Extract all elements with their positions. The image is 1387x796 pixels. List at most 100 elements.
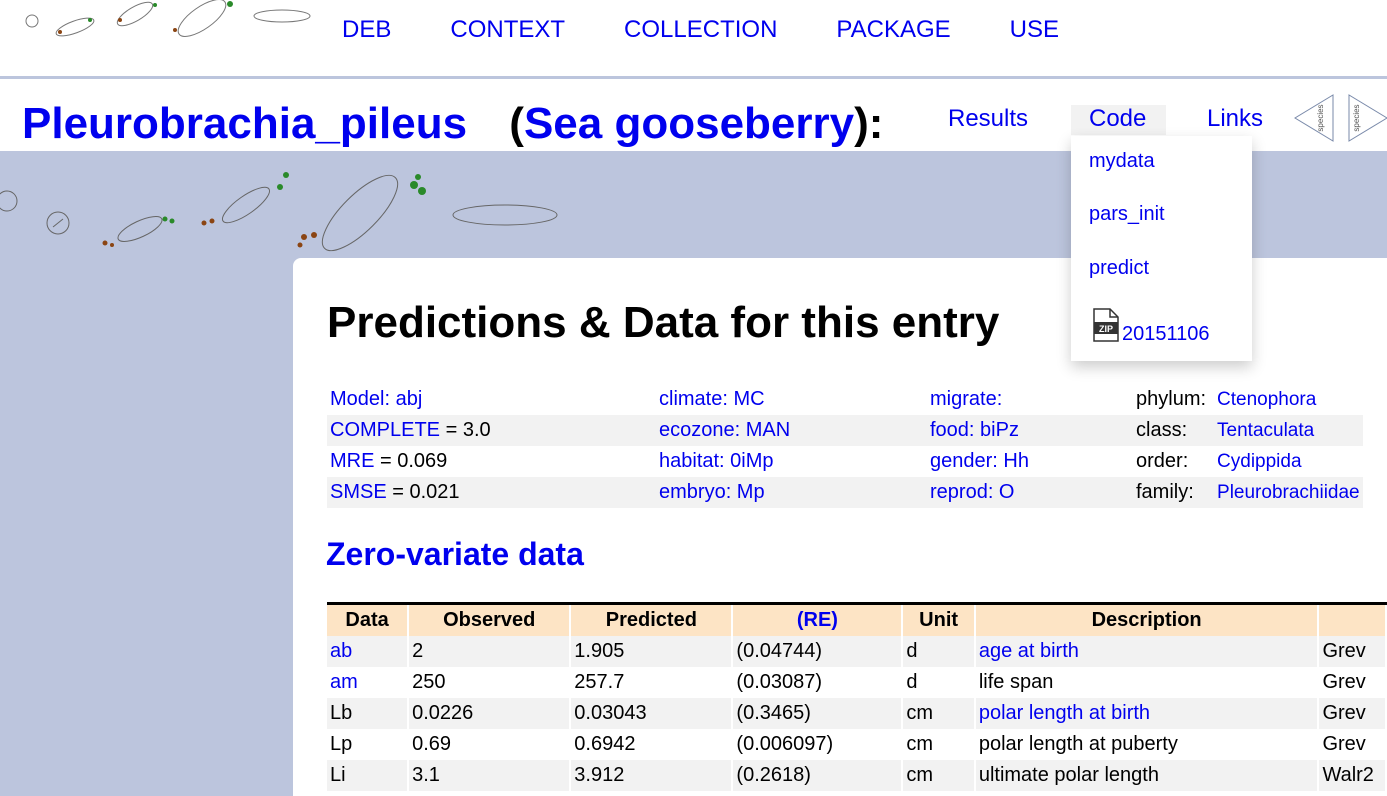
menu-item-pars-init[interactable]: pars_init <box>1089 203 1165 225</box>
deb-logo-creatures[interactable] <box>20 0 320 45</box>
mre-value: = 0.069 <box>380 450 448 472</box>
nav-collection[interactable]: COLLECTION <box>624 16 778 43</box>
cell-description-link[interactable]: polar length at birth <box>974 698 1320 729</box>
smse-label[interactable]: SMSE <box>330 481 387 503</box>
cell-re: (0.006097) <box>732 729 904 760</box>
species-name-link[interactable]: Pleurobrachia_pileus <box>22 99 468 148</box>
cell-re: (0.2618) <box>732 760 904 791</box>
nav-use[interactable]: USE <box>1009 16 1060 43</box>
cell-reference[interactable]: Grev <box>1318 636 1387 667</box>
title-close-paren: ): <box>854 99 884 148</box>
cell-data: Lb <box>327 698 410 729</box>
gender-cell[interactable]: gender: Hh <box>930 450 1029 472</box>
model-value[interactable]: abj <box>395 388 423 410</box>
cell-description: polar length at puberty <box>974 729 1320 760</box>
class-link[interactable]: Tentaculata <box>1209 415 1363 446</box>
complete-label[interactable]: COMPLETE <box>330 419 441 441</box>
embryo-cell[interactable]: embryo: Mp <box>656 477 927 508</box>
header-data: Data <box>327 603 410 636</box>
cell-predicted: 0.6942 <box>570 729 734 760</box>
menu-item-zip-archive[interactable]: 20151106 <box>1122 323 1210 345</box>
nav-deb[interactable]: DEB <box>342 16 392 43</box>
migrate-cell[interactable]: migrate: <box>930 388 1003 410</box>
title-open-paren: ( <box>509 99 524 148</box>
phylum-link[interactable]: Ctenophora <box>1217 388 1317 410</box>
table-header-row: Data Observed Predicted (RE) Unit Descri… <box>327 603 1387 636</box>
cell-reference[interactable]: Grev <box>1318 729 1387 760</box>
table-row: Lb 0.0226 0.03043 (0.3465) cm polar leng… <box>327 698 1387 729</box>
deb-creatures-banner <box>0 172 558 252</box>
nav-context[interactable]: CONTEXT <box>450 16 566 43</box>
info-table: Model: abj climate: MC migrate: phylum: … <box>327 384 1363 508</box>
section-heading: Predictions & Data for this entry <box>327 298 1000 347</box>
family-label: family: <box>1133 477 1210 508</box>
cell-predicted: 0.03043 <box>570 698 734 729</box>
previous-species-label: species <box>1316 104 1325 131</box>
smse-value: = 0.021 <box>392 481 460 503</box>
cell-re: (0.04744) <box>732 636 904 667</box>
cell-unit: d <box>902 667 976 698</box>
cell-description-link[interactable]: age at birth <box>974 636 1320 667</box>
cell-unit: cm <box>902 698 976 729</box>
climate-cell[interactable]: climate: MC <box>659 388 765 410</box>
cell-description: life span <box>974 667 1320 698</box>
header-re[interactable]: (RE) <box>732 603 904 636</box>
food-cell[interactable]: food: biPz <box>927 415 1133 446</box>
class-label: class: <box>1133 415 1210 446</box>
tab-code[interactable]: Code <box>1089 105 1147 132</box>
phylum-label: phylum: <box>1136 388 1207 410</box>
header-reference <box>1318 603 1387 636</box>
cell-observed: 250 <box>408 667 572 698</box>
main-content-card: Predictions & Data for this entry Model:… <box>293 258 1387 796</box>
tab-results[interactable]: Results <box>948 105 1029 132</box>
cell-predicted: 3.912 <box>570 760 734 791</box>
cell-unit: d <box>902 636 976 667</box>
main-nav: DEB CONTEXT COLLECTION PACKAGE USE <box>342 16 1118 44</box>
cell-reference[interactable]: Grev <box>1318 667 1387 698</box>
common-name-link[interactable]: Sea gooseberry <box>523 99 855 148</box>
zero-variate-table: Data Observed Predicted (RE) Unit Descri… <box>327 602 1387 791</box>
table-row: Lp 0.69 0.6942 (0.006097) cm polar lengt… <box>327 729 1387 760</box>
top-bar: DEB CONTEXT COLLECTION PACKAGE USE <box>0 0 1387 79</box>
order-label: order: <box>1136 450 1189 472</box>
cell-observed: 2 <box>408 636 572 667</box>
complete-value: = 3.0 <box>445 419 491 441</box>
cell-reference[interactable]: Walr2 <box>1318 760 1387 791</box>
header-description: Description <box>974 603 1320 636</box>
tab-code-background <box>1071 105 1166 135</box>
table-row: am 250 257.7 (0.03087) d life span Grev <box>327 667 1387 698</box>
next-species-arrow-icon[interactable]: species <box>1348 94 1387 142</box>
cell-reference[interactable]: Grev <box>1318 698 1387 729</box>
mre-label[interactable]: MRE <box>330 450 375 472</box>
cell-description: ultimate polar length <box>974 760 1320 791</box>
cell-re: (0.3465) <box>732 698 904 729</box>
reprod-cell[interactable]: reprod: O <box>927 477 1133 508</box>
page-title: Pleurobrachia_pileus (Sea gooseberry): <box>22 99 883 149</box>
menu-item-mydata[interactable]: mydata <box>1089 150 1155 172</box>
header-observed: Observed <box>408 603 572 636</box>
smse-cell: SMSE = 0.021 <box>327 477 656 508</box>
menu-item-predict[interactable]: predict <box>1089 257 1150 279</box>
cell-re: (0.03087) <box>732 667 904 698</box>
model-label[interactable]: Model: <box>330 388 391 410</box>
tab-links[interactable]: Links <box>1207 105 1264 132</box>
ecozone-cell[interactable]: ecozone: MAN <box>656 415 927 446</box>
cell-data-link[interactable]: am <box>327 667 410 698</box>
header-predicted: Predicted <box>570 603 734 636</box>
next-species-label: species <box>1352 104 1361 131</box>
previous-species-arrow-icon[interactable]: species <box>1293 94 1335 142</box>
cell-predicted: 257.7 <box>570 667 734 698</box>
header-unit: Unit <box>902 603 976 636</box>
zip-icon-label: ZIP <box>1099 324 1113 334</box>
cell-unit: cm <box>902 729 976 760</box>
cell-observed: 0.69 <box>408 729 572 760</box>
table-row: ab 2 1.905 (0.04744) d age at birth Grev <box>327 636 1387 667</box>
habitat-cell[interactable]: habitat: 0iMp <box>659 450 774 472</box>
order-link[interactable]: Cydippida <box>1217 450 1302 472</box>
cell-observed: 3.1 <box>408 760 572 791</box>
nav-package[interactable]: PACKAGE <box>836 16 951 43</box>
cell-data-link[interactable]: ab <box>327 636 410 667</box>
zip-file-icon[interactable]: ZIP <box>1092 308 1120 342</box>
family-link[interactable]: Pleurobrachiidae <box>1209 477 1363 508</box>
model-cell: Model: abj <box>327 384 656 415</box>
